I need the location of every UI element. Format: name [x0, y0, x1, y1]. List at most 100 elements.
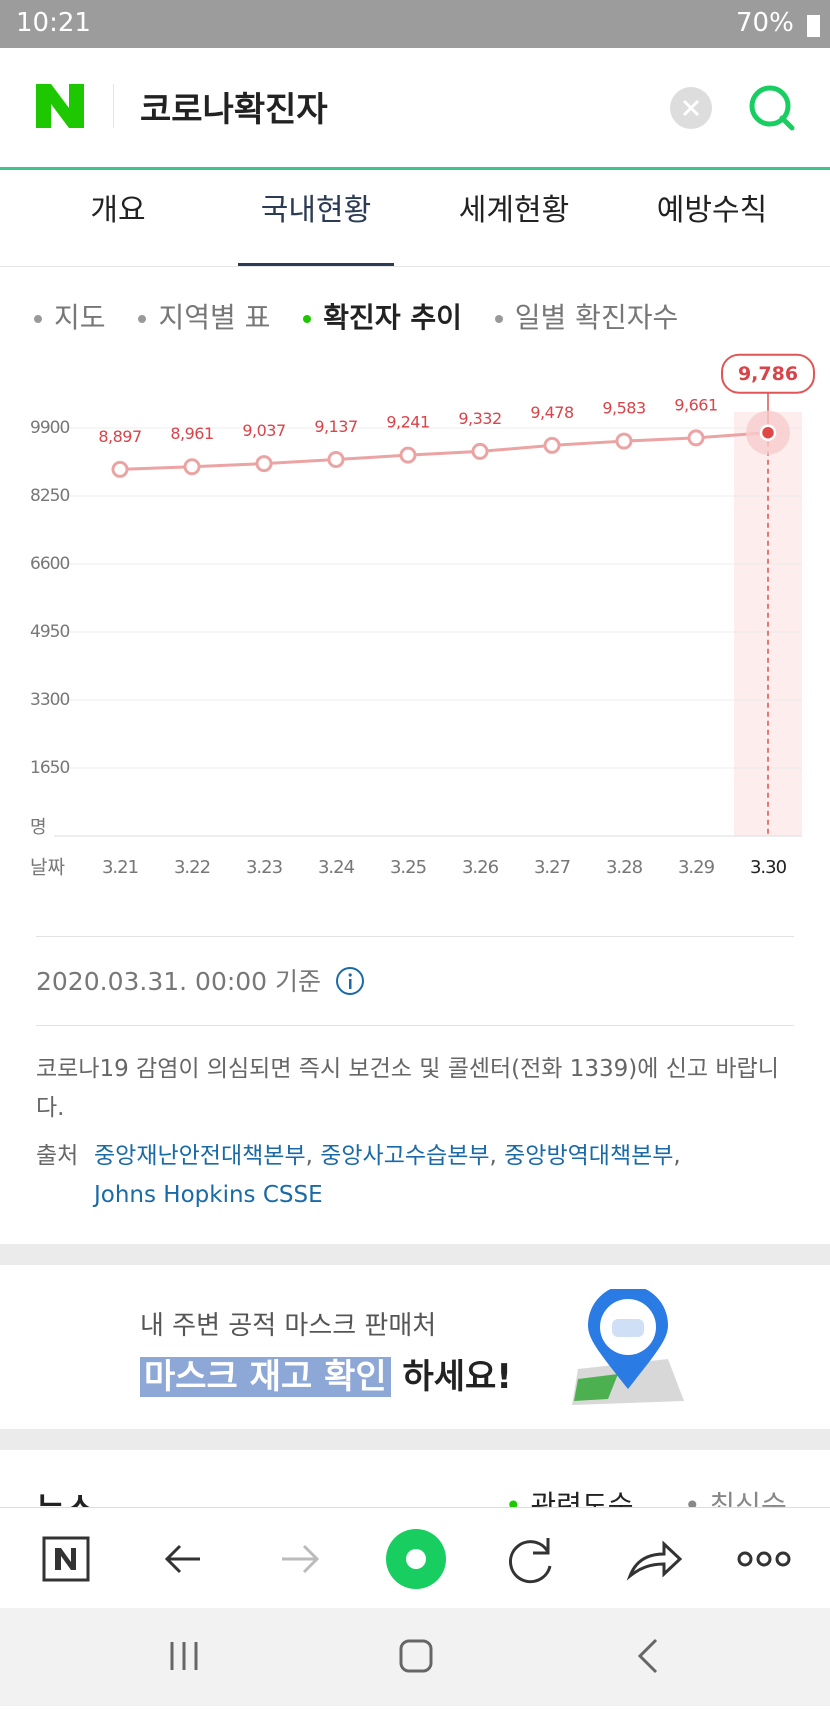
separator-band: [0, 1244, 830, 1265]
y-tick-label: 9900: [30, 418, 69, 438]
source-link[interactable]: 중앙방역대책본부: [504, 1143, 674, 1169]
back-button[interactable]: [637, 1638, 658, 1674]
x-axis-label: 날짜: [30, 857, 65, 879]
sub-tab[interactable]: 지도: [34, 301, 106, 334]
point: [759, 424, 777, 441]
naver-logo[interactable]: [36, 84, 84, 128]
point: [183, 458, 201, 476]
mask-map-icon: [572, 1289, 684, 1405]
point: [255, 455, 273, 473]
forward-button[interactable]: [282, 1544, 320, 1574]
callout-box: [721, 353, 815, 394]
separator-band: [0, 1429, 830, 1450]
y-tick-label: 4950: [30, 622, 69, 642]
banner-line: 내 주변 공적 마스크 판매처: [140, 1311, 437, 1341]
system-nav-icons: [170, 1638, 658, 1674]
source-link[interactable]: Johns Hopkins CSSE: [94, 1182, 323, 1208]
clock: 10:21: [16, 8, 91, 38]
home-button[interactable]: [399, 1639, 433, 1673]
search-query[interactable]: 코로나확진자: [140, 90, 328, 130]
sources: 출처 중앙재난안전대책본부, 중앙사고수습본부, 중앙방역대책본부, Johns…: [36, 1137, 796, 1215]
tab[interactable]: 세계현황: [458, 193, 570, 228]
y-tick-label: 8250: [30, 486, 69, 506]
separator: ,: [673, 1143, 681, 1169]
recents-button[interactable]: [170, 1642, 198, 1670]
notice: 코로나19 감염이 의심되면 즉시 보건소 및 콜센터(전화 1339)에 신고…: [36, 1056, 779, 1121]
more-button[interactable]: [737, 1551, 791, 1567]
source-link[interactable]: 중앙재난안전대책본부: [94, 1143, 306, 1169]
toolbar-icons: [42, 1529, 791, 1589]
divider: [36, 1025, 794, 1026]
separator: ,: [489, 1143, 497, 1169]
x-tick-label: 3.28: [606, 857, 643, 878]
battery-icon: [807, 15, 820, 37]
banner-cta: 마스크 재고 확인 하세요!: [140, 1349, 512, 1398]
clear-button[interactable]: [669, 86, 713, 130]
search-header: 코로나확진자: [0, 48, 830, 170]
point: [615, 432, 633, 450]
tab[interactable]: 국내현황: [216, 170, 416, 266]
value-label: 9,478: [530, 403, 574, 422]
sub-tabs: 지도 지역별 표 확진자 추이 일별 확진자수: [34, 296, 702, 336]
search-button[interactable]: [746, 82, 798, 134]
point: [687, 429, 705, 447]
tab[interactable]: 예방수칙: [656, 193, 768, 228]
sub-tab[interactable]: 일별 확진자수: [495, 301, 678, 334]
banner-suffix: 하세요!: [402, 1357, 512, 1397]
point: [111, 460, 129, 478]
x-tick-label: 3.29: [678, 857, 715, 878]
x-tick-label: 3.23: [246, 857, 283, 878]
chart: 1650 3300 4950 6600 8250 9900 명날짜 8,897 3.21 8,96…: [30, 353, 815, 879]
status-bar: 10:21 70%: [0, 0, 830, 48]
value-label: 8,961: [170, 424, 213, 443]
point: [543, 436, 561, 454]
x-tick-label: 3.22: [174, 857, 210, 878]
timestamp-text: 2020.03.31. 00:00 기준: [36, 967, 322, 996]
y-axis-label: 명: [30, 817, 47, 838]
green-dot-button[interactable]: [386, 1529, 446, 1589]
value-label: 9,332: [458, 409, 501, 428]
value-label: 9,661: [674, 395, 717, 414]
x-tick-label: 3.24: [318, 857, 355, 878]
sub-tab[interactable]: 확진자 추이: [303, 301, 462, 334]
value-label: 8,897: [98, 427, 141, 446]
reload-button[interactable]: [509, 1538, 552, 1584]
back-button[interactable]: [164, 1544, 200, 1574]
mask-banner[interactable]: 내 주변 공적 마스크 판매처 마스크 재고 확인 하세요!: [0, 1265, 830, 1429]
battery: 70%: [736, 8, 794, 38]
browser-toolbar: [0, 1507, 830, 1609]
series-line: [119, 431, 769, 471]
y-tick-label: 1650: [30, 758, 69, 778]
point: [471, 442, 489, 460]
timestamp: 2020.03.31. 00:00 기준: [36, 962, 365, 998]
info-icon[interactable]: [335, 966, 365, 996]
tab-bar: 개요 국내현황 세계현황 예방수칙: [0, 170, 830, 267]
y-tick-label: 3300: [30, 690, 69, 710]
home-button[interactable]: [42, 1536, 90, 1582]
share-button[interactable]: [626, 1540, 683, 1581]
value-label: 9,241: [386, 413, 429, 432]
x-tick-label: 3.25: [390, 857, 426, 878]
source-link[interactable]: 중앙사고수습본부: [320, 1143, 490, 1169]
value-label: 9,037: [242, 421, 285, 440]
x-tick-label: 3.21: [102, 857, 138, 878]
value-label: 9,786: [738, 363, 798, 385]
x-tick-label: 3.27: [534, 857, 570, 878]
news-header: 뉴스 • 관련도순 • 최신순: [0, 1450, 830, 1528]
x-tick-label: 3.30: [750, 857, 787, 878]
x-tick-label: 3.26: [462, 857, 499, 878]
banner-highlight: 마스크 재고 확인: [140, 1357, 391, 1397]
tab[interactable]: 개요: [90, 193, 146, 228]
system-nav: [0, 1608, 830, 1706]
point: [399, 446, 417, 464]
divider: [113, 84, 114, 128]
point: [327, 450, 345, 468]
separator: ,: [305, 1143, 313, 1169]
y-tick-label: 6600: [30, 554, 69, 574]
divider: [36, 936, 794, 937]
sub-tab[interactable]: 지역별 표: [138, 301, 270, 334]
sources-label: 출처: [36, 1143, 79, 1169]
value-label: 9,583: [602, 399, 645, 418]
